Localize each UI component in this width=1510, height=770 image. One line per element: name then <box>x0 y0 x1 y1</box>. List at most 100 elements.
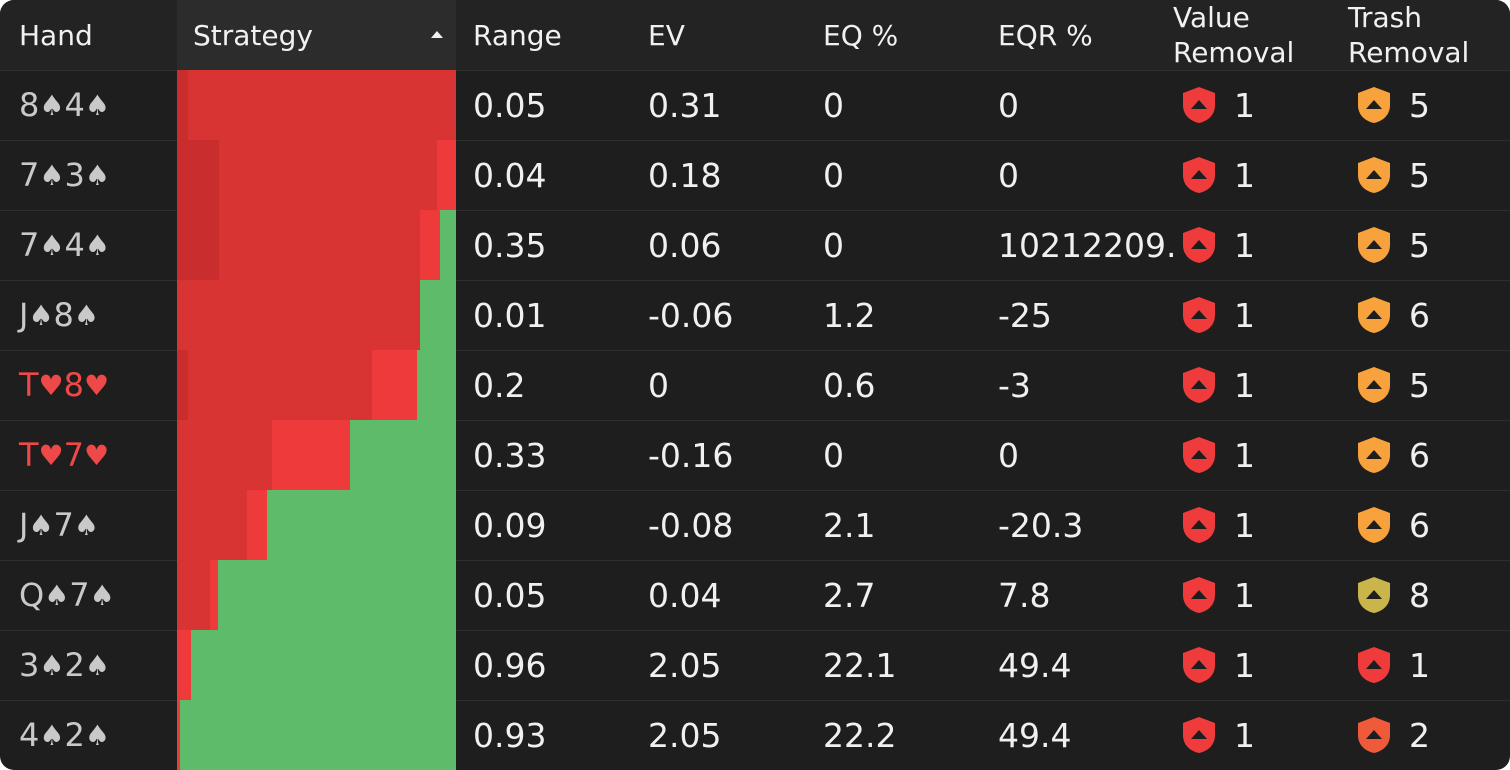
strategy-bar[interactable] <box>177 700 456 770</box>
value-removal-value: 1 <box>1234 225 1255 265</box>
value-removal-shield-icon <box>1182 296 1216 334</box>
value-removal-value: 1 <box>1234 85 1255 125</box>
strategy-bar[interactable] <box>177 280 456 350</box>
row-divider <box>0 630 1510 631</box>
trash-removal-shield-icon <box>1357 646 1391 684</box>
range-cell: 0.05 <box>473 85 547 125</box>
trash-removal-value: 6 <box>1409 295 1430 335</box>
column-header-eq[interactable]: EQ % <box>823 0 898 70</box>
hand-suit-1-icon: ♥ <box>38 368 64 402</box>
ev-cell: 0.31 <box>648 85 722 125</box>
table-row[interactable]: 7 ♠ 3 ♠ 0.04 0.18 0 0 1 5 <box>0 140 1510 210</box>
table-row[interactable]: J ♠ 8 ♠ 0.01 -0.06 1.2 -25 1 6 <box>0 280 1510 350</box>
value-removal-shield-icon <box>1182 506 1216 544</box>
table-row[interactable]: J ♠ 7 ♠ 0.09 -0.08 2.1 -20.3 1 6 <box>0 490 1510 560</box>
strategy-segment <box>350 420 456 490</box>
row-divider <box>0 700 1510 701</box>
table-row[interactable]: T ♥ 7 ♥ 0.33 -0.16 0 0 1 6 <box>0 420 1510 490</box>
strategy-segment <box>177 490 247 560</box>
strategy-segment <box>177 560 210 630</box>
eqr-cell: 0 <box>998 155 1019 195</box>
sort-ascending-icon[interactable] <box>431 31 443 38</box>
row-divider <box>0 350 1510 351</box>
hand-suit-1-icon: ♠ <box>39 88 65 122</box>
strategy-bar[interactable] <box>177 490 456 560</box>
strategy-bar[interactable] <box>177 630 456 700</box>
trash-removal-value: 5 <box>1409 225 1430 265</box>
eqr-cell: -3 <box>998 365 1031 405</box>
column-header-hand-label: Hand <box>19 18 93 52</box>
ev-cell: 0.04 <box>648 575 722 615</box>
column-header-value-removal[interactable]: Value Removal <box>1173 0 1294 70</box>
hand-suit-1-icon: ♠ <box>39 648 65 682</box>
eq-cell: 1.2 <box>823 295 876 335</box>
value-removal-value: 1 <box>1234 295 1255 335</box>
strategy-bar[interactable] <box>177 140 456 210</box>
range-cell: 0.33 <box>473 435 547 475</box>
trash-removal-value: 5 <box>1409 155 1430 195</box>
strategy-bar[interactable] <box>177 210 456 280</box>
hand-rank-1: 3 <box>19 646 40 684</box>
strategy-segment <box>177 70 188 140</box>
column-header-ev[interactable]: EV <box>648 0 685 70</box>
eq-cell: 0 <box>823 155 844 195</box>
column-header-eq-label: EQ % <box>823 18 899 52</box>
value-removal-shield-icon <box>1182 436 1216 474</box>
hand-rank-1: 7 <box>19 226 40 264</box>
hand-rank-1: 7 <box>19 156 40 194</box>
strategy-segment <box>177 630 191 700</box>
table-row[interactable]: 4 ♠ 2 ♠ 0.93 2.05 22.2 49.4 1 2 <box>0 700 1510 770</box>
trash-removal-shield-icon <box>1357 86 1391 124</box>
column-header-range-label: Range <box>473 18 562 52</box>
trash-removal-value: 5 <box>1409 365 1430 405</box>
ev-cell: -0.08 <box>648 505 734 545</box>
hand-suit-2-icon: ♠ <box>89 578 115 612</box>
table-row[interactable]: T ♥ 8 ♥ 0.2 0 0.6 -3 1 5 <box>0 350 1510 420</box>
hand-rank-2: 7 <box>69 576 90 614</box>
row-divider <box>0 210 1510 211</box>
column-header-strategy[interactable]: Strategy <box>193 0 313 70</box>
hand-rank-1: J <box>19 506 29 544</box>
hand-cell: 4 ♠ 2 ♠ <box>19 700 110 770</box>
strategy-bar[interactable] <box>177 560 456 630</box>
column-header-trash-removal[interactable]: Trash Removal <box>1348 0 1469 70</box>
strategy-segment <box>210 560 218 630</box>
strategy-segment <box>177 280 420 350</box>
table-row[interactable]: Q ♠ 7 ♠ 0.05 0.04 2.7 7.8 1 8 <box>0 560 1510 630</box>
column-header-strategy-label: Strategy <box>193 18 313 52</box>
table-row[interactable]: 7 ♠ 4 ♠ 0.35 0.06 0 10212209. 1 5 <box>0 210 1510 280</box>
table-row[interactable]: 3 ♠ 2 ♠ 0.96 2.05 22.1 49.4 1 1 <box>0 630 1510 700</box>
row-divider <box>0 420 1510 421</box>
range-cell: 0.05 <box>473 575 547 615</box>
value-removal-value: 1 <box>1234 435 1255 475</box>
column-header-value-removal-line2: Removal <box>1173 36 1295 69</box>
column-header-hand[interactable]: Hand <box>19 0 93 70</box>
eq-cell: 2.7 <box>823 575 876 615</box>
eqr-cell: 0 <box>998 435 1019 475</box>
strategy-bar[interactable] <box>177 70 456 140</box>
value-removal-shield-icon <box>1182 366 1216 404</box>
strategy-bar[interactable] <box>177 350 456 420</box>
column-header-eqr[interactable]: EQR % <box>998 0 1093 70</box>
hand-suit-2-icon: ♥ <box>84 368 110 402</box>
range-cell: 0.04 <box>473 155 547 195</box>
strategy-segment <box>420 280 456 350</box>
row-divider <box>0 560 1510 561</box>
strategy-segment <box>267 490 456 560</box>
ev-cell: -0.06 <box>648 295 734 335</box>
table-row[interactable]: 8 ♠ 4 ♠ 0.05 0.31 0 0 1 5 <box>0 70 1510 140</box>
trash-removal-value: 5 <box>1409 85 1430 125</box>
strategy-bar[interactable] <box>177 420 456 490</box>
strategy-segment <box>188 350 372 420</box>
hand-rank-2: 8 <box>53 296 74 334</box>
hand-cell: 3 ♠ 2 ♠ <box>19 630 110 700</box>
hand-rank-1: T <box>19 436 39 474</box>
value-removal-value: 1 <box>1234 645 1255 685</box>
hand-suit-1-icon: ♠ <box>44 578 70 612</box>
column-header-range[interactable]: Range <box>473 0 562 70</box>
value-removal-value: 1 <box>1234 365 1255 405</box>
column-header-trash-removal-line2: Removal <box>1348 36 1470 69</box>
row-divider <box>0 70 1510 71</box>
hand-cell: T ♥ 7 ♥ <box>19 420 109 490</box>
